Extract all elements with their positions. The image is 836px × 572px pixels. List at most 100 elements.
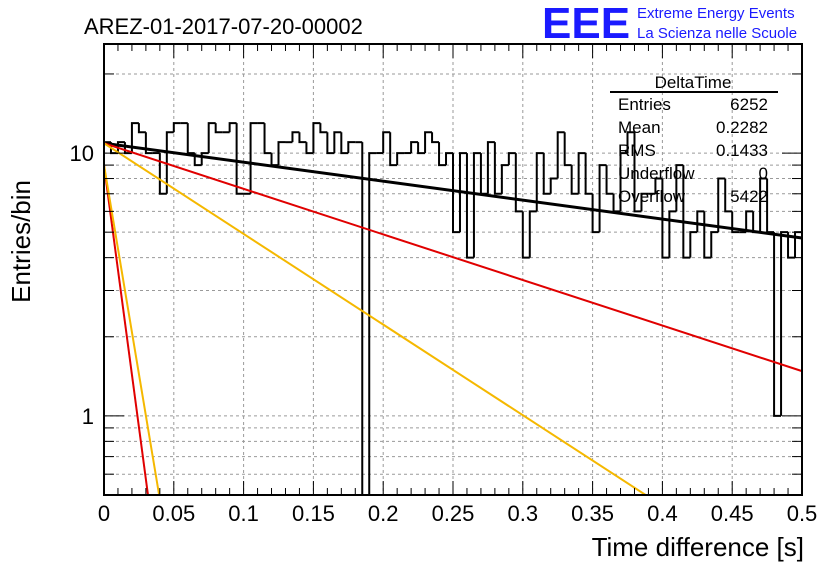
x-tick-label: 0.25 (432, 501, 475, 526)
histogram-bin (417, 142, 426, 155)
stats-value-mean: 0.2282 (716, 118, 768, 137)
histogram-bin (410, 141, 419, 154)
histogram-bin (137, 123, 146, 134)
histogram-bin (549, 177, 558, 194)
histogram-bin (319, 123, 328, 134)
histogram-bin (144, 132, 153, 155)
fit-line (103, 142, 647, 496)
stats-box: DeltaTime Entries 6252 Mean 0.2282 RMS 0… (610, 73, 778, 206)
histogram-bin (563, 132, 572, 167)
histogram-bin (640, 192, 649, 212)
fit-lines (103, 141, 803, 496)
histogram-bin (347, 141, 356, 154)
x-tick-label: 0.4 (647, 501, 678, 526)
histogram-bin (535, 152, 544, 212)
x-axis-ticks: 0 0.05 0.1 0.15 0.2 0.25 0.3 0.35 0.4 0.45 0.5 (98, 44, 817, 526)
histogram-bin (731, 211, 740, 234)
eee-logo-line1: Extreme Energy Events (637, 5, 795, 22)
histogram-bin (675, 164, 684, 212)
stats-label-overflow: Overflow (618, 187, 686, 206)
histogram-bin (633, 132, 642, 213)
stats-label-rms: RMS (618, 141, 656, 160)
chart-title: AREZ-01-2017-07-20-00002 (84, 14, 363, 39)
histogram-bin (724, 178, 733, 213)
x-tick-label: 0 (98, 501, 110, 526)
histogram-bin (500, 164, 509, 194)
fit-line (103, 142, 803, 373)
x-tick-label: 0.35 (571, 501, 614, 526)
histogram-bin (396, 152, 405, 166)
histogram-bin (486, 141, 495, 194)
histogram-bin (493, 142, 502, 195)
histogram-bin (158, 153, 167, 195)
histogram-bin (745, 210, 754, 233)
histogram-bin (305, 142, 314, 155)
histogram-bin (703, 211, 712, 259)
histogram-bin (654, 177, 663, 194)
histogram-bin (186, 123, 195, 155)
histogram-bin (668, 210, 677, 258)
histogram-bin (710, 231, 719, 258)
histogram-bin (528, 210, 537, 258)
eee-logo-line2: La Scienza nelle Scuole (637, 25, 797, 42)
x-tick-label: 0.3 (508, 501, 539, 526)
histogram-bin (507, 152, 516, 166)
histogram-bin (465, 153, 474, 259)
fit-line (103, 141, 803, 240)
histogram-bin (424, 131, 433, 154)
eee-logo-mark: EEE (542, 0, 630, 48)
histogram-bin (277, 141, 286, 166)
histogram-bin (431, 132, 440, 144)
x-tick-label: 0.1 (228, 501, 259, 526)
x-tick-label: 0.15 (292, 501, 335, 526)
y-tick-label: 1 (82, 404, 94, 429)
histogram-bin (165, 131, 174, 194)
histogram-bin (577, 152, 586, 194)
stats-value-rms: 0.1433 (716, 141, 768, 160)
y-tick-label: 10 (70, 141, 94, 166)
histogram-bin (214, 123, 223, 134)
histogram-bin (542, 153, 551, 195)
histogram-bin (130, 122, 139, 154)
histogram-bin (521, 211, 530, 259)
stats-value-overflow: 5422 (730, 187, 768, 206)
stats-box-title: DeltaTime (655, 73, 732, 92)
histogram-bin (619, 152, 628, 212)
histogram-bin (389, 132, 398, 167)
histogram-bin (661, 178, 670, 259)
y-axis-ticks: 1 10 (70, 73, 802, 475)
stats-value-entries: 6252 (730, 95, 768, 114)
x-tick-label: 0.5 (787, 501, 818, 526)
histogram-bin (235, 123, 244, 195)
histogram-bin (438, 142, 447, 167)
histogram-bin (452, 153, 460, 234)
histogram-bin (584, 153, 593, 195)
stats-label-entries: Entries (618, 95, 671, 114)
histogram-bin (228, 122, 237, 133)
histogram-bin (570, 165, 579, 195)
histogram-bin (514, 153, 523, 213)
histogram-bin (116, 141, 125, 154)
histogram-bin (193, 153, 202, 167)
fit-line (103, 164, 149, 496)
histogram-bin (382, 131, 391, 154)
stats-label-underflow: Underflow (618, 164, 695, 183)
histogram-bin (759, 177, 768, 233)
histogram-bin (458, 152, 467, 233)
histogram-bin (773, 232, 782, 417)
histogram-bin (689, 231, 698, 258)
x-tick-label: 0.05 (152, 501, 195, 526)
histogram-bin (626, 131, 635, 154)
histogram-bin (249, 122, 258, 194)
histogram-bin (200, 152, 209, 166)
eee-logo: EEE Extreme Energy Events La Scienza nel… (542, 0, 797, 48)
y-axis-title: Entries/bin (6, 180, 36, 303)
histogram-bin (340, 132, 349, 155)
fit-line (103, 164, 161, 496)
histogram-bin (172, 122, 181, 133)
histogram-bin (591, 193, 600, 234)
x-tick-label: 0.2 (368, 501, 399, 526)
x-axis-title: Time difference [s] (592, 532, 804, 562)
